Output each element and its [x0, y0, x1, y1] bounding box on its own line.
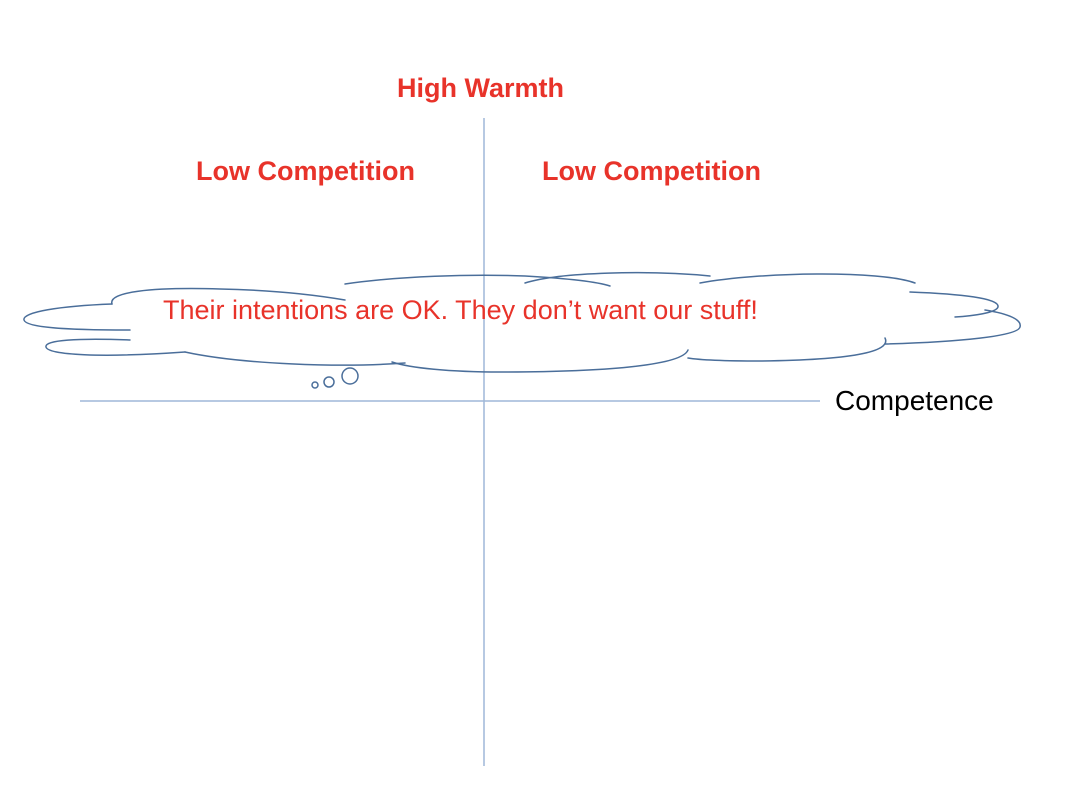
- quadrant-top-left-label: Low Competition: [196, 156, 415, 186]
- thought-bubble-trail: [311, 367, 359, 389]
- thought-bubble-large: [341, 367, 359, 385]
- thought-cloud: [23, 271, 1021, 373]
- horizontal-axis-label: Competence: [835, 385, 994, 416]
- thought-cloud-text: Their intentions are OK. They don’t want…: [163, 295, 758, 325]
- thought-bubble-small: [311, 381, 319, 389]
- vertical-axis-label: High Warmth: [397, 73, 564, 103]
- thought-bubble-medium: [323, 376, 335, 388]
- quadrant-top-right-label: Low Competition: [542, 156, 761, 186]
